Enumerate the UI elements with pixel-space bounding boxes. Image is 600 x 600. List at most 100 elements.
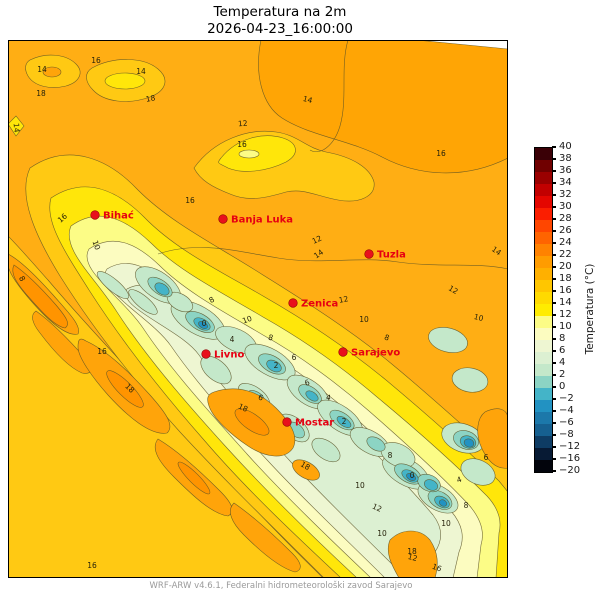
contour-label: 6 [257,393,264,403]
city-marker-banja-luka: Banja Luka [218,214,293,226]
colorbar-band [535,148,552,160]
colorbar-tick: 20 [552,261,572,273]
colorbar-tick: 8 [552,333,565,345]
colorbar-band [535,352,552,364]
contour-label: 10 [473,312,485,323]
north-patches [7,54,375,202]
colorbar-tick: 28 [552,213,572,225]
contour-label: 14 [302,94,314,105]
city-label: Zenica [301,299,338,310]
temperature-colorbar [534,147,553,473]
colorbar-band [535,184,552,196]
city-label: Mostar [295,418,334,429]
contour-label: 18 [36,89,46,98]
city-dot [288,298,298,308]
colorbar-band [535,280,552,292]
colorbar-band [535,364,552,376]
temperature-map: 16 14 18 14 18 14 12 16 16 16 10 8 12 14 14 8 10 8 6 12 10 8 1… [7,39,509,579]
city-label: Banja Luka [231,215,293,226]
contour-label: 16 [91,56,101,65]
colorbar-tick: 32 [552,189,572,201]
colorbar-band [535,448,552,460]
colorbar-tick: 12 [552,309,572,321]
plot-title: Temperatura na 2m 2026-04-23_16:00:00 [20,4,540,38]
coastal-orange-ridges [7,253,509,579]
colorbar-band [535,232,552,244]
colorbar-tick: 34 [552,177,572,189]
contour-label: 12 [311,234,324,246]
contour-label: 0 [202,319,207,328]
colorbar-band [535,316,552,328]
city-marker-mostar: Mostar [282,417,334,429]
colorbar-tick: 18 [552,273,572,285]
contour-label: 6 [303,378,311,388]
colorbar-tick: 38 [552,153,572,165]
colorbar-tick: 16 [552,285,572,297]
colorbar-tick: 40 [552,141,572,153]
contour-label: 8 [207,295,216,305]
colorbar-band [535,292,552,304]
city-marker-tuzla: Tuzla [364,249,406,261]
contour-label: 12 [238,119,249,129]
colorbar-band [535,340,552,352]
colorbar-tick: 2 [552,369,565,381]
contour-label: 18 [299,460,312,473]
colorbar-tick: −2 [552,393,574,405]
contour-label: 0 [410,471,415,480]
colorbar-band [535,244,552,256]
colorbar-band [535,328,552,340]
city-dot [364,249,374,259]
contour-label: 18 [237,402,250,414]
contour-label: 8 [464,501,469,510]
colorbar-band [535,412,552,424]
colorbar-tick: 22 [552,249,572,261]
colorbar-tick: 0 [552,381,565,393]
contour-label: 16 [237,140,247,149]
contour-label: 10 [441,519,451,528]
contour-label: 2 [342,417,347,426]
contour-line-north-1 [309,39,349,152]
colorbar-band [535,460,552,472]
city-dot [90,210,100,220]
colorbar-band [535,304,552,316]
colorbar-tick: 4 [552,357,565,369]
city-marker-livno: Livno [201,349,244,361]
contour-label: 6 [484,453,489,462]
contour-label: 8 [383,333,391,343]
colorbar-band [535,208,552,220]
colorbar-tick: 6 [552,345,565,357]
contour-label: 4 [230,335,235,344]
title-line2: 2026-04-23_16:00:00 [207,21,353,37]
colorbar-band [535,172,552,184]
contour-label: 12 [338,294,349,305]
contour-label: 10 [377,529,387,538]
colorbar-tick: −12 [552,441,580,453]
colorbar-tick: −20 [552,465,580,477]
contour-label: 12 [371,502,384,514]
contour-label: 12 [447,284,460,297]
contour-label: 8 [267,333,274,343]
city-marker-biha-: Bihać [90,210,134,222]
colorbar-tick: 24 [552,237,572,249]
colorbar-tick: 14 [552,297,572,309]
colorbar-axis-label: Temperatura (°C) [584,263,596,355]
colorbar-tick: −4 [552,405,574,417]
colorbar-tick: −8 [552,429,574,441]
contour-label: 16 [185,196,195,205]
contour-label: 10 [359,315,369,324]
city-dot [282,417,292,427]
colorbar-band [535,268,552,280]
city-label: Livno [214,350,244,361]
contour-label: 8 [388,451,393,460]
colorbar-band [535,424,552,436]
colorbar-tick: 30 [552,201,572,213]
footer-credit: WRF-ARW v4.6.1, Federalni hidrometeorolo… [149,581,413,591]
contour-label: 18 [407,547,417,556]
contour-label: 14 [136,67,146,76]
colorbar-band [535,376,552,388]
colorbar-ticks: 40 38 36 34 32 30 28 26 24 22 20 18 16 14 12 10 8 6 4 2 0 −2−… [552,142,598,476]
colorbar-tick: −6 [552,417,574,429]
colorbar-band [535,256,552,268]
city-label: Bihać [103,210,134,222]
